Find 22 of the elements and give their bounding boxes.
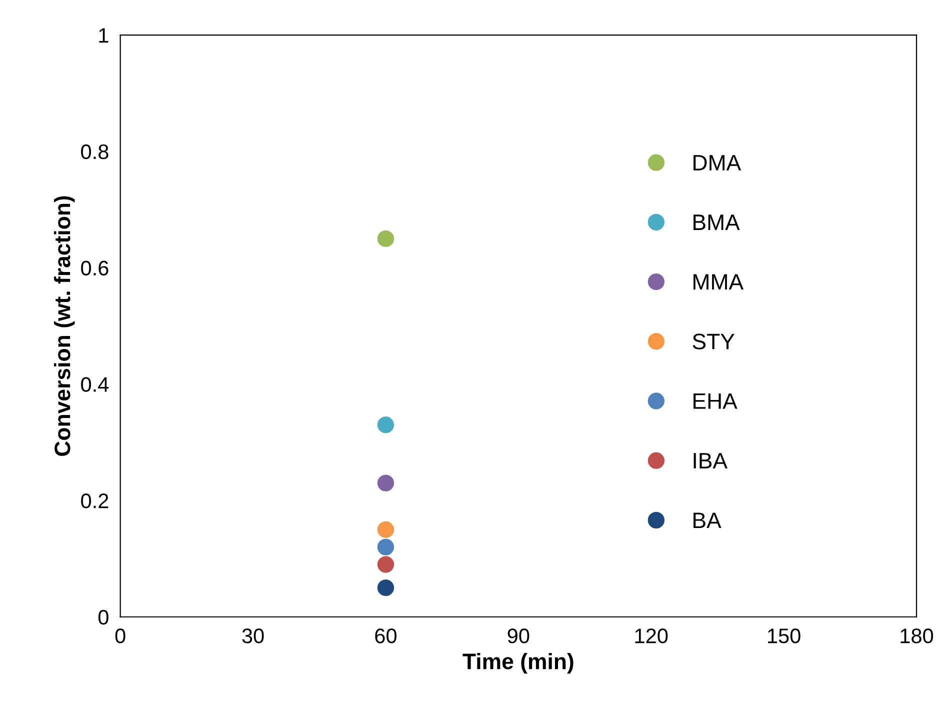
y-tick-label: 0.8 <box>81 144 108 160</box>
legend-label: EHA <box>694 393 738 409</box>
x-tick-label: 0 <box>115 628 126 644</box>
x-tick-label: 30 <box>242 628 264 644</box>
x-tick-label: 120 <box>635 628 668 644</box>
legend-label: IBA <box>694 453 728 468</box>
x-tick-label: 180 <box>900 628 934 644</box>
y-tick-label: 1 <box>99 28 108 43</box>
legend-label: STY <box>692 334 734 350</box>
y-tick-label: 0.2 <box>81 494 108 508</box>
legend-label: MMA <box>694 274 744 290</box>
legend-label: DMA <box>694 155 742 170</box>
x-tick-label: 90 <box>508 628 530 644</box>
y-tick-label: 0.6 <box>81 260 108 276</box>
y-axis-title: Conversion (wt. fraction) <box>54 196 75 456</box>
y-tick-label: 0 <box>98 610 108 625</box>
x-tick-label: 60 <box>375 628 396 644</box>
legend-label: BA <box>694 512 722 528</box>
legend-label: BMA <box>694 214 740 230</box>
y-tick-label: 0.4 <box>81 377 109 392</box>
x-axis-title: Time (min) <box>462 652 574 674</box>
x-tick-label: 150 <box>768 628 800 644</box>
